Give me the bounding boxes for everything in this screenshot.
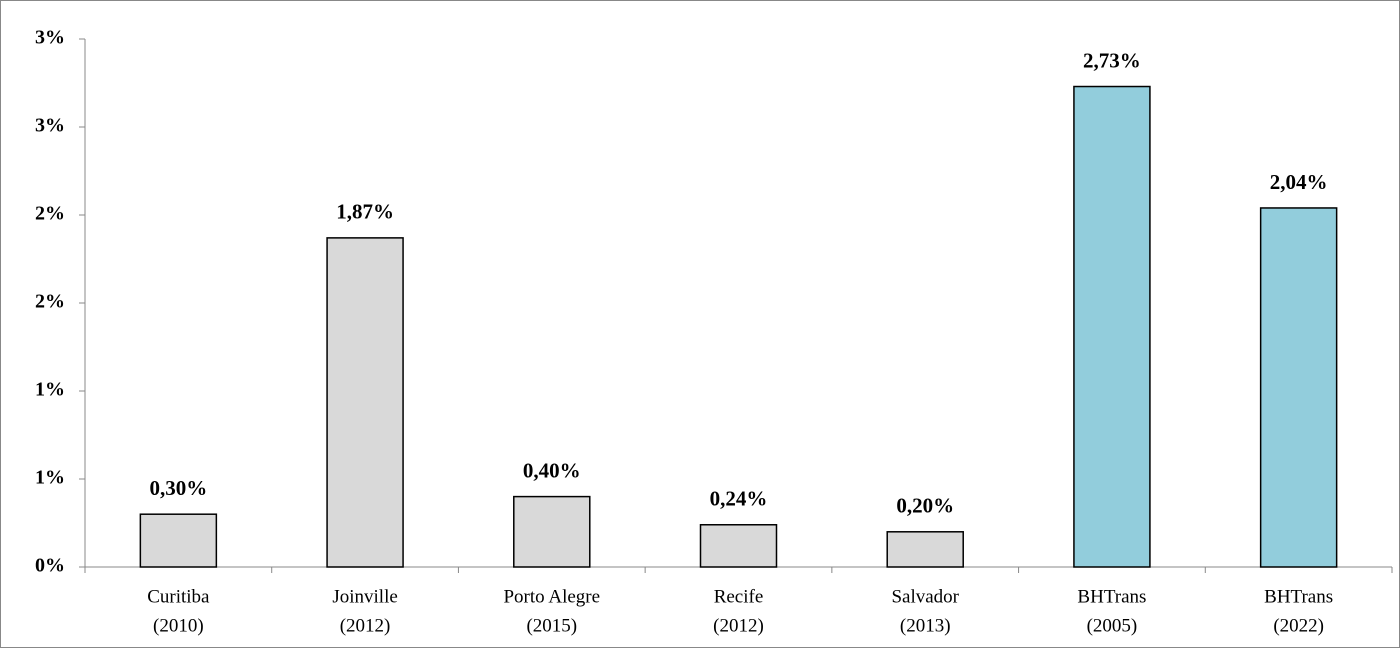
value-label: 1,87%	[336, 200, 394, 224]
x-tick-label: (2012)	[713, 615, 764, 636]
value-label: 2,73%	[1083, 48, 1141, 72]
y-tick-label: 1%	[35, 467, 65, 489]
x-tick-label: (2005)	[1087, 615, 1138, 636]
x-tick-label: (2013)	[900, 615, 951, 636]
y-tick-label: 2%	[35, 203, 65, 225]
y-tick-label: 2%	[35, 291, 65, 313]
value-label: 0,30%	[149, 476, 207, 500]
bar	[699, 524, 778, 568]
y-tick-label: 3%	[35, 115, 65, 137]
bar	[139, 513, 218, 568]
x-tick-label: BHTrans	[1077, 586, 1146, 607]
bar	[326, 237, 404, 568]
x-tick-label: (2022)	[1273, 615, 1324, 636]
y-tick-label: 1%	[35, 379, 65, 401]
x-tick-label: (2012)	[340, 615, 391, 636]
bar	[1073, 85, 1151, 568]
x-tick-label: Joinville	[332, 586, 397, 607]
x-tick-label: BHTrans	[1264, 586, 1333, 607]
bar	[1259, 207, 1338, 568]
bar	[513, 495, 591, 568]
x-tick-label: (2015)	[526, 615, 577, 636]
x-tick-label: Porto Alegre	[503, 586, 600, 607]
value-label: 0,24%	[710, 487, 768, 511]
value-label: 0,40%	[523, 458, 581, 482]
x-tick-label: (2010)	[153, 615, 204, 636]
value-label: 0,20%	[896, 494, 954, 518]
x-tick-label: Recife	[714, 586, 764, 607]
y-tick-label: 0%	[35, 555, 65, 577]
y-tick-label: 3%	[35, 27, 65, 49]
value-label: 2,04%	[1270, 170, 1328, 194]
x-tick-label: Salvador	[891, 586, 959, 607]
x-tick-label: Curitiba	[147, 586, 210, 607]
bar	[886, 531, 964, 568]
